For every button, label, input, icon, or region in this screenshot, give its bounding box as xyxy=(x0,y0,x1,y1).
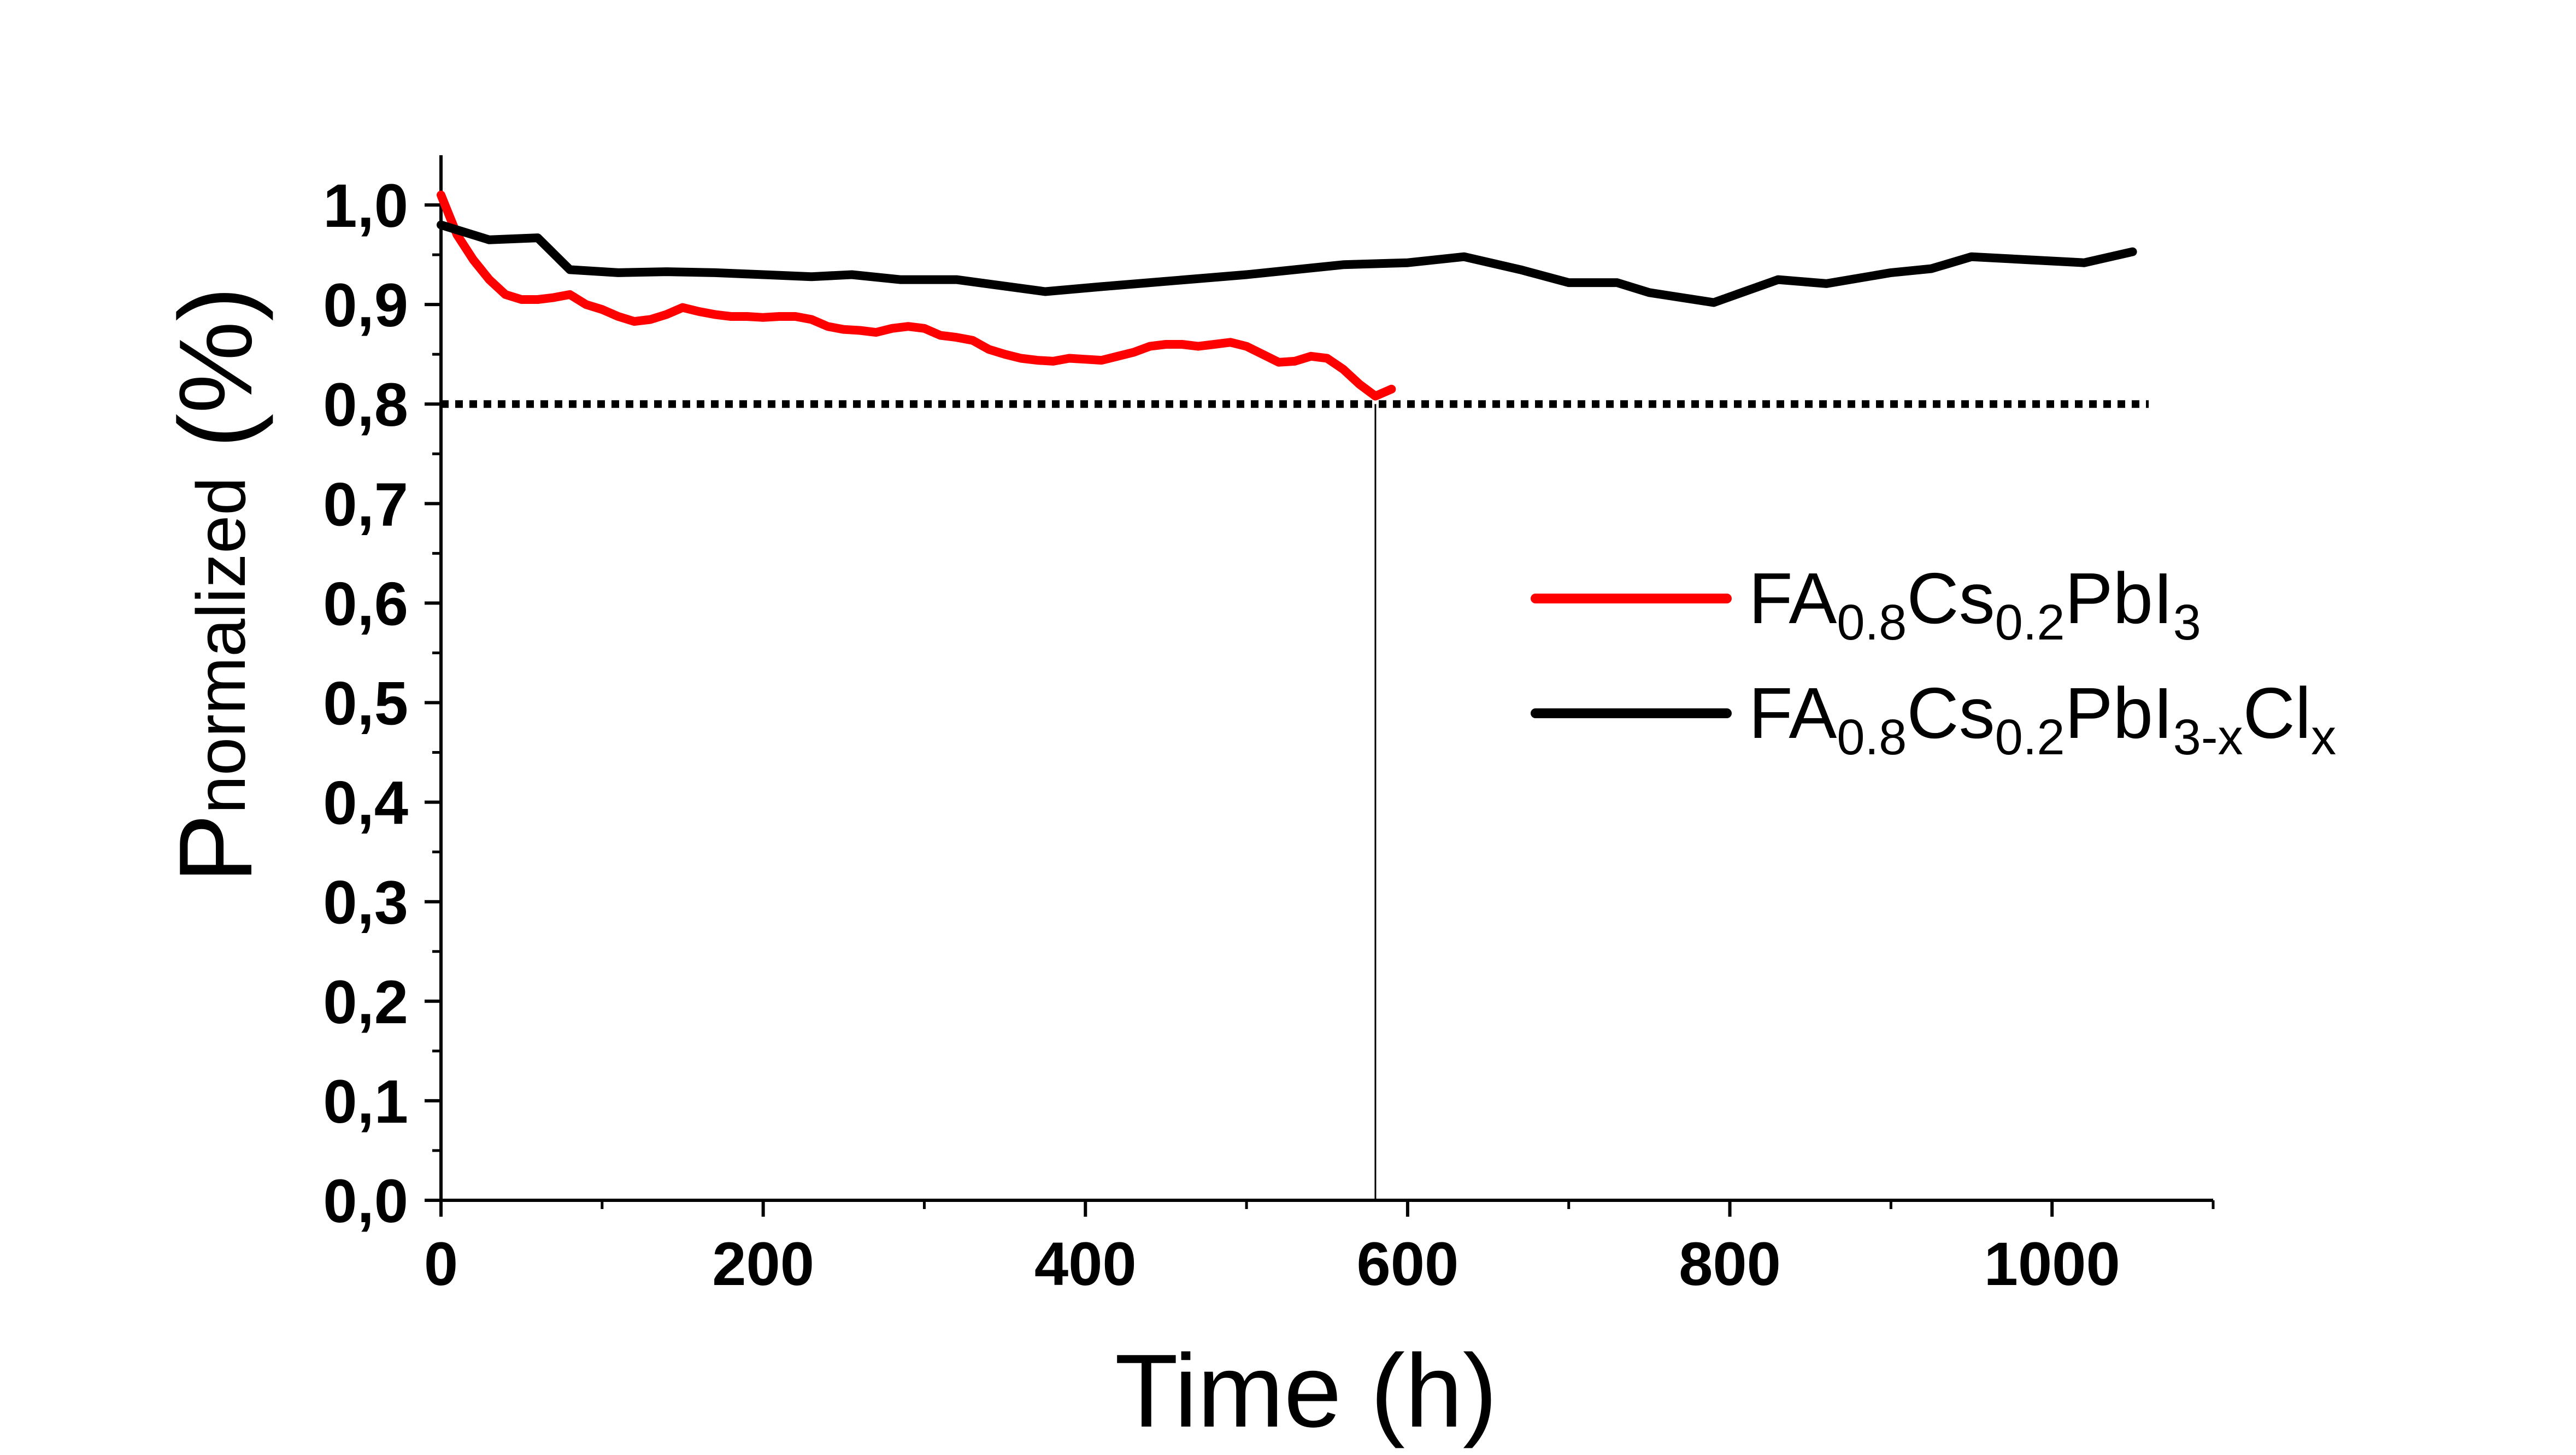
y-tick-label: 0,2 xyxy=(323,968,408,1036)
legend-label-text: PbI xyxy=(2065,673,2173,753)
x-tick-label: 200 xyxy=(712,1230,814,1298)
y-tick-label: 0,6 xyxy=(323,570,408,638)
series-line-1 xyxy=(437,190,1396,401)
x-tick-label: 1000 xyxy=(1984,1230,2120,1298)
legend-label-text: FA xyxy=(1749,673,1837,753)
y-tick-label: 0,9 xyxy=(323,271,408,339)
series-line-2 xyxy=(437,220,2137,307)
legend-label-text: FA xyxy=(1749,558,1837,638)
y-axis-title-main: P xyxy=(158,814,274,883)
x-tick-label: 400 xyxy=(1034,1230,1137,1298)
y-axis-title-suffix: (%) xyxy=(158,286,274,477)
y-tick-label: 1,0 xyxy=(323,172,408,240)
legend-label-subscript: 0.2 xyxy=(1995,709,2065,765)
legend-label-text: Cs xyxy=(1907,673,1995,753)
legend-label-subscript: x xyxy=(2311,709,2336,765)
y-tick-label: 0,3 xyxy=(323,869,408,937)
legend-label-1: FA0.8Cs0.2PbI3 xyxy=(1749,558,2201,650)
y-tick-label: 0,0 xyxy=(323,1167,408,1235)
legend-label-2: FA0.8Cs0.2PbI3-xClx xyxy=(1749,673,2336,765)
legend-label-subscript: 0.2 xyxy=(1995,595,2065,650)
reference-lines xyxy=(441,400,2149,1200)
series-lines xyxy=(437,190,2137,401)
x-tick-label: 600 xyxy=(1356,1230,1458,1298)
legend-label-text: PbI xyxy=(2065,558,2173,638)
legend-label-subscript: 3-x xyxy=(2173,709,2243,765)
x-tick-label: 0 xyxy=(424,1230,458,1298)
legend-label-subscript: 0.8 xyxy=(1837,709,1907,765)
x-axis-title: Time (h) xyxy=(1115,1333,1497,1449)
legend-label-text: Cl xyxy=(2243,673,2311,753)
y-tick-label: 0,4 xyxy=(323,769,408,837)
y-tick-label: 0,8 xyxy=(323,371,408,439)
x-tick-label: 800 xyxy=(1679,1230,1781,1298)
axes xyxy=(425,155,2215,1217)
y-tick-label: 0,7 xyxy=(323,470,408,538)
axis-titles: Time (h) Pnormalized (%) xyxy=(158,286,1497,1449)
legend-label-text: Cs xyxy=(1907,558,1995,638)
y-axis-title-sub: normalized xyxy=(183,477,260,814)
y-tick-label: 0,5 xyxy=(323,670,408,738)
tick-labels: 0,0 0,1 0,2 0,3 0,4 0,5 0,6 0,7 0,8 0,9 1,0 0 200 400… xyxy=(323,172,2120,1298)
y-axis-title: Pnormalized (%) xyxy=(158,286,274,883)
legend-label-subscript: 3 xyxy=(2173,595,2201,650)
legend-label-subscript: 0.8 xyxy=(1837,595,1907,650)
y-tick-label: 0,1 xyxy=(323,1067,408,1136)
